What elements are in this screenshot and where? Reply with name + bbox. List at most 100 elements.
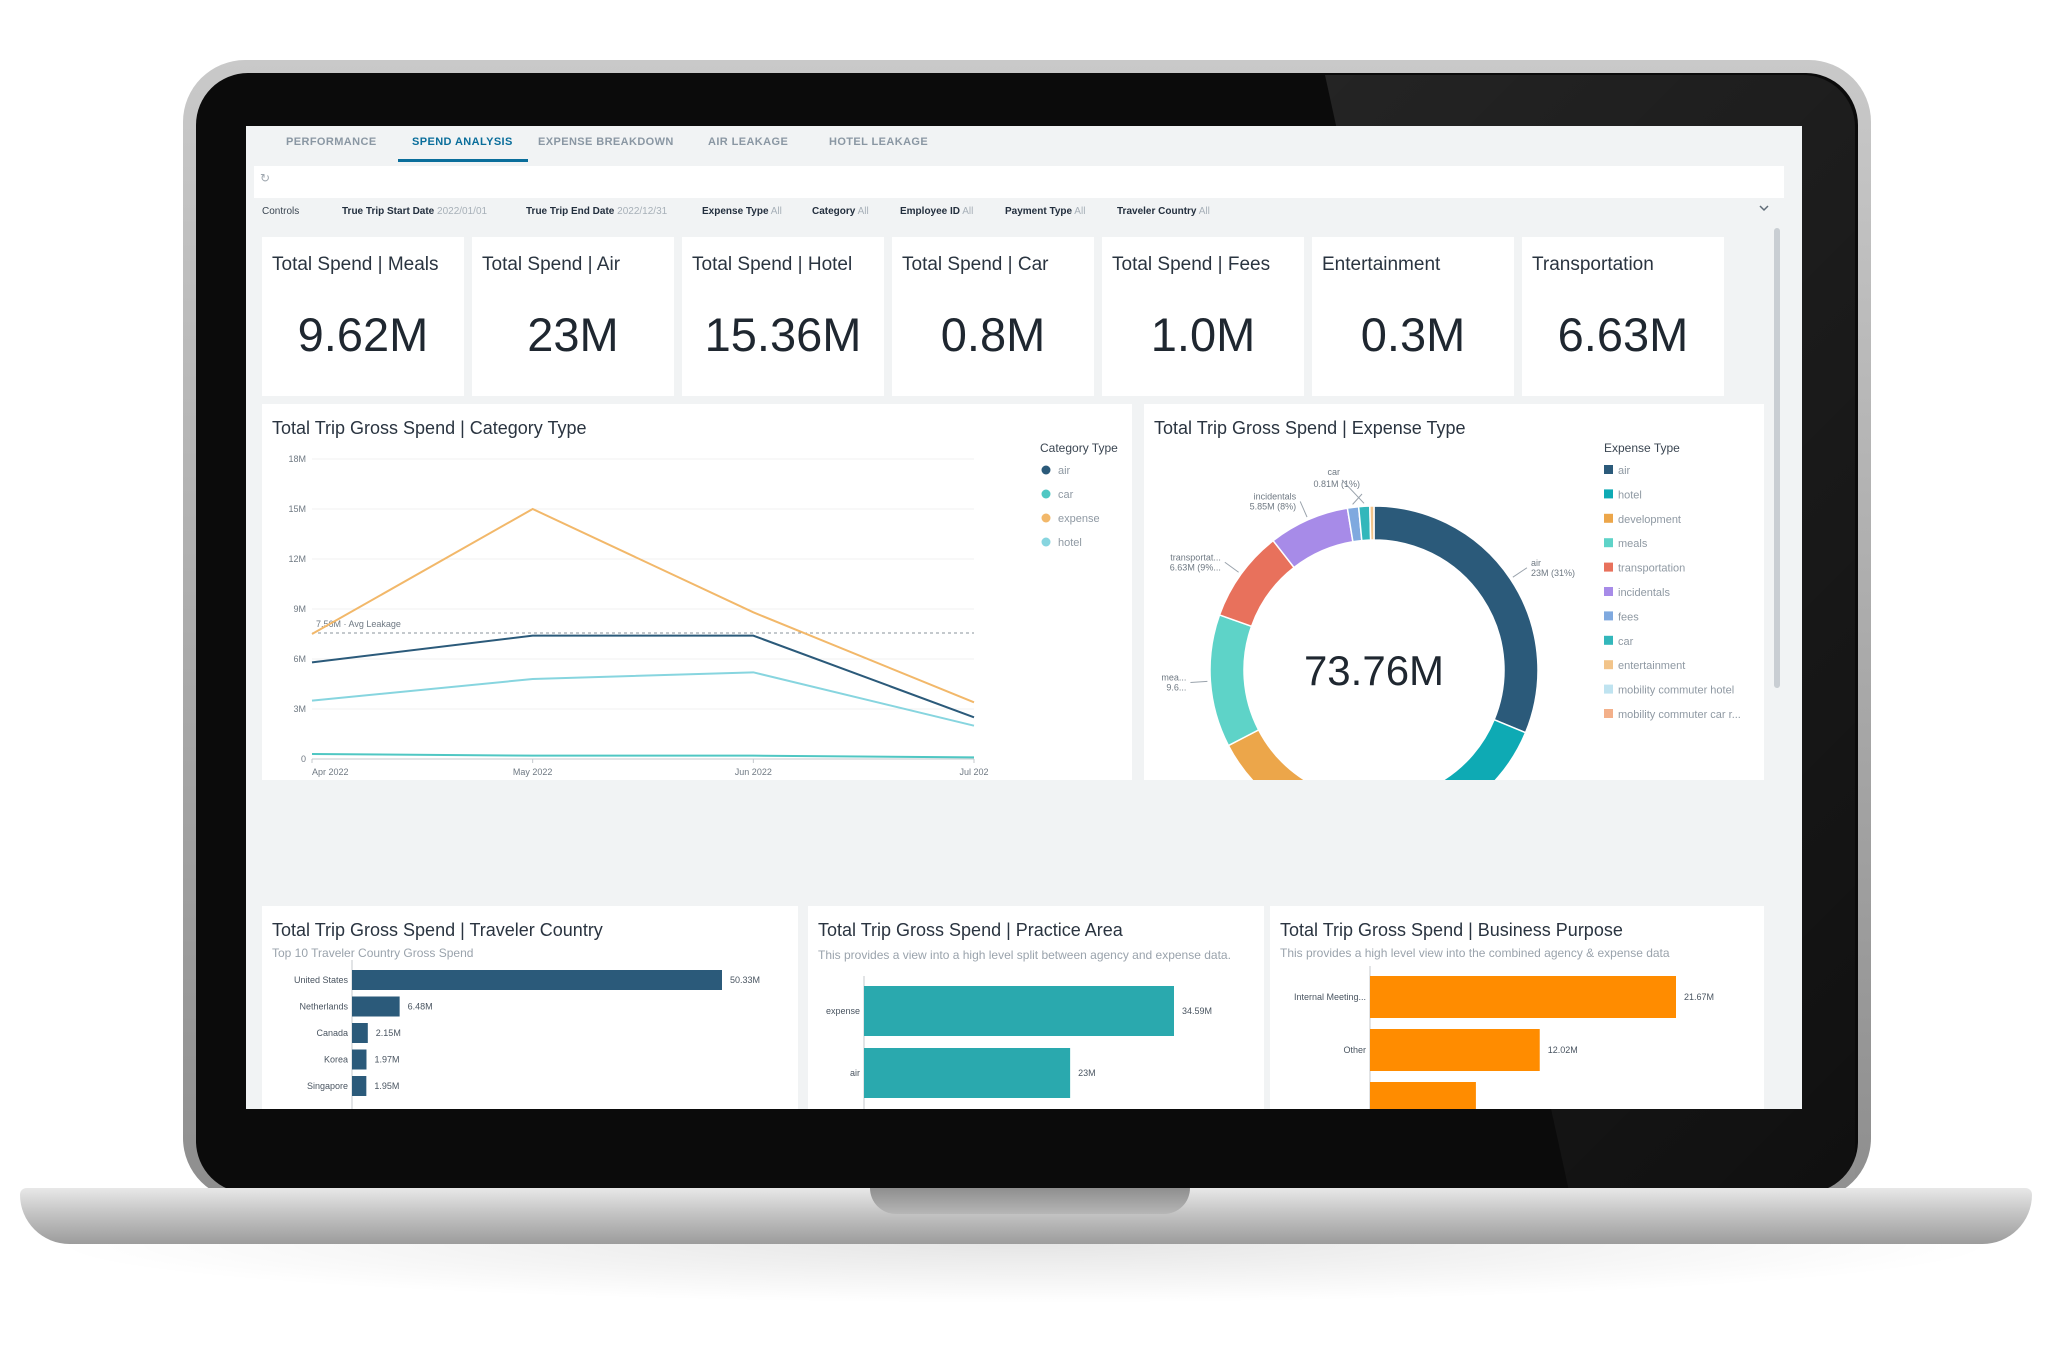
slice-label: 9.6... (1166, 683, 1186, 693)
slice-label: incidentals (1254, 491, 1297, 501)
slice-leader-line (1341, 479, 1365, 504)
tab-performance[interactable]: PERFORMANCE (286, 136, 377, 148)
bar-category-label: Netherlands (299, 1002, 348, 1012)
bar-category-label: Canada (316, 1028, 348, 1038)
reset-icon[interactable]: ↻ (260, 171, 271, 185)
legend-label: air (1618, 465, 1631, 477)
y-tick-label: 15M (288, 504, 306, 514)
dashboard-screen: PERFORMANCE SPEND ANALYSIS EXPENSE BREAK… (246, 126, 1802, 1109)
slice-leader-line (1190, 680, 1208, 684)
filter-expense-type[interactable]: Expense Type All (702, 206, 782, 217)
bar-category-label: Internal Meeting... (1294, 992, 1366, 1002)
legend-marker (1604, 684, 1613, 694)
panel-title: Total Trip Gross Spend | Traveler Countr… (272, 920, 603, 940)
controls-label: Controls (262, 206, 300, 217)
kpi-title: Transportation (1532, 254, 1654, 275)
tab-expense-breakdown[interactable]: EXPENSE BREAKDOWN (538, 136, 674, 148)
slice-label: 5.85M (8%) (1250, 501, 1297, 511)
tab-hotel-leakage[interactable]: HOTEL LEAKAGE (829, 136, 929, 148)
filter-employee-id[interactable]: Employee ID All (900, 206, 973, 217)
legend-marker (1604, 587, 1613, 596)
tab-spend-analysis[interactable]: SPEND ANALYSIS (412, 136, 513, 148)
filter-label: True Trip End Date (526, 206, 615, 217)
donut-slice-entertainment (1369, 505, 1375, 541)
filter-value: All (857, 206, 869, 217)
y-tick-label: 12M (288, 554, 306, 564)
panel-title: Total Trip Gross Spend | Business Purpos… (1280, 920, 1623, 940)
legend-label: fees (1618, 611, 1639, 623)
tab-air-leakage[interactable]: AIR LEAKAGE (708, 136, 789, 148)
filter-start-date[interactable]: True Trip Start Date 2022/01/01 (342, 206, 487, 217)
legend-label: development (1618, 514, 1681, 526)
chevron-down-icon[interactable] (1758, 202, 1770, 214)
kpi-value: 6.63M (1557, 308, 1689, 361)
y-tick-label: 3M (293, 704, 306, 714)
series-line-car (311, 753, 975, 759)
legend-marker (1604, 562, 1613, 572)
panel-title: Total Trip Gross Spend | Practice Area (818, 920, 1123, 940)
kpi-value: 0.8M (940, 308, 1046, 361)
bar-category-label: Other (1343, 1045, 1366, 1055)
legend-label: expense (1058, 513, 1100, 525)
controls-bar (246, 198, 1802, 224)
kpi-card-air[interactable]: Total Spend | Air 23M (472, 237, 674, 396)
kpi-title: Total Spend | Meals (272, 254, 439, 275)
vertical-scrollbar[interactable] (1774, 228, 1780, 688)
kpi-card-fees[interactable]: Total Spend | Fees 1.0M (1102, 237, 1304, 396)
bar-value-label: 1.95M (374, 1081, 399, 1091)
bar-value-label: 50.33M (730, 975, 760, 985)
filter-label: True Trip Start Date (342, 206, 435, 217)
bar-value-label: 1.97M (374, 1055, 399, 1065)
filter-value: 2022/01/01 (437, 206, 488, 217)
legend-marker (1604, 635, 1613, 645)
bar (352, 970, 722, 990)
series-line-hotel (311, 671, 975, 727)
laptop-opening-notch (870, 1188, 1190, 1214)
x-tick-label: May 2022 (513, 767, 553, 777)
filter-label: Employee ID (900, 206, 961, 217)
kpi-value: 0.3M (1360, 308, 1466, 361)
legend-label: car (1618, 636, 1634, 648)
legend-label: transportation (1618, 563, 1685, 575)
bar-value-label: 21.67M (1684, 992, 1714, 1002)
filter-value: All (962, 206, 974, 217)
kpi-title: Entertainment (1322, 254, 1441, 275)
series-line-air (311, 634, 975, 719)
bar (864, 1048, 1071, 1098)
filter-label: Expense Type (702, 206, 769, 217)
traveler-country-panel: Total Trip Gross Spend | Traveler Countr… (262, 906, 798, 1109)
legend-label: air (1058, 465, 1071, 477)
legend-label: hotel (1058, 537, 1082, 549)
bar (864, 986, 1174, 1036)
practice-area-panel: Total Trip Gross Spend | Practice Area T… (808, 906, 1264, 1109)
filter-category[interactable]: Category All (812, 206, 869, 217)
legend-marker (1041, 537, 1051, 547)
kpi-value: 9.62M (297, 308, 429, 361)
kpi-card-transportation[interactable]: Transportation 6.63M (1522, 237, 1724, 396)
slice-label: transportat... (1170, 552, 1221, 562)
donut-slice-hotel (1441, 718, 1527, 780)
kpi-card-entertainment[interactable]: Entertainment 0.3M (1312, 237, 1514, 396)
legend-marker (1041, 465, 1051, 475)
filter-traveler-country[interactable]: Traveler Country All (1117, 206, 1210, 217)
traveler-country-bar-chart[interactable]: United States 50.33M Netherlands 6.48M Canad… (262, 906, 798, 1109)
x-tick-label: Apr 2022 (312, 767, 349, 777)
kpi-card-car[interactable]: Total Spend | Car 0.8M (892, 237, 1094, 396)
bar-category-label: expense (826, 1006, 860, 1016)
tab-bar: PERFORMANCE SPEND ANALYSIS EXPENSE BREAK… (246, 126, 1802, 162)
bar-category-label: Singapore (307, 1081, 348, 1091)
practice-area-bar-chart[interactable]: expense 34.59M air 23M (808, 906, 1264, 1109)
bar-category-label: air (850, 1068, 860, 1078)
filter-end-date[interactable]: True Trip End Date 2022/12/31 (526, 206, 667, 217)
bar (352, 1076, 367, 1096)
y-tick-label: 0 (301, 754, 306, 764)
panel-subtitle: This provides a high level view into the… (1280, 946, 1670, 960)
kpi-card-meals[interactable]: Total Spend | Meals 9.62M (262, 237, 464, 396)
bar (352, 996, 400, 1017)
kpi-card-hotel[interactable]: Total Spend | Hotel 15.36M (682, 237, 884, 396)
bar-category-label: Korea (324, 1055, 348, 1065)
filter-payment-type[interactable]: Payment Type All (1005, 206, 1085, 217)
business-purpose-bar-chart[interactable]: Internal Meeting... 21.67M Other 12.02M (1270, 906, 1764, 1109)
line-chart[interactable]: 0 3M 6M 9M 12M 15M 18M Apr 2022 May 2022 Jun 2022… (262, 404, 1132, 780)
